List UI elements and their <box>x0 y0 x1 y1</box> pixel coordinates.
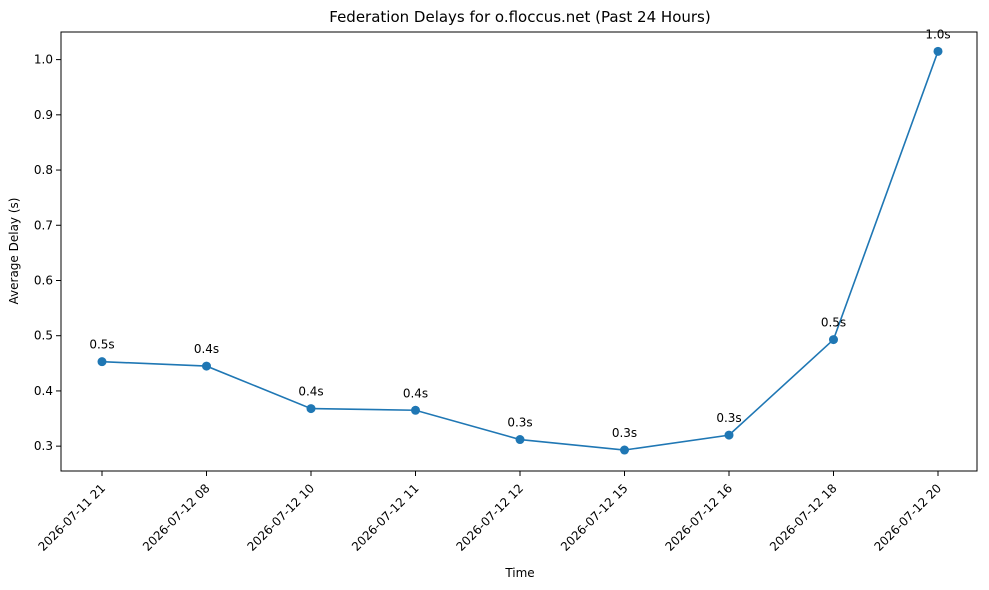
y-tick-label: 0.7 <box>34 218 53 232</box>
data-label: 0.3s <box>507 416 532 430</box>
data-label: 0.3s <box>716 411 741 425</box>
data-label: 0.5s <box>89 338 114 352</box>
y-tick-label: 0.3 <box>34 439 53 453</box>
y-tick-label: 0.4 <box>34 384 53 398</box>
y-tick-label: 0.5 <box>34 329 53 343</box>
x-tick-label: 2026-07-12 15 <box>558 481 631 554</box>
data-label: 0.4s <box>298 385 323 399</box>
x-tick-label: 2026-07-12 16 <box>662 481 735 554</box>
y-tick-label: 0.8 <box>34 163 53 177</box>
data-label: 1.0s <box>925 27 950 41</box>
x-tick-label: 2026-07-12 20 <box>871 481 944 554</box>
data-point <box>306 404 316 414</box>
point-labels: 0.5s 0.4s 0.4s 0.4s 0.3s 0.3s 0.3s 0.5s 1.0s <box>89 27 950 440</box>
y-tick-label: 0.6 <box>34 273 53 287</box>
data-label: 0.4s <box>194 342 219 356</box>
data-point <box>411 405 420 415</box>
x-axis: 2026-07-11 21 2026-07-12 08 2026-07-12 10 2… <box>35 471 944 554</box>
data-label: 0.4s <box>403 386 428 400</box>
data-point <box>202 361 211 371</box>
data-point <box>933 46 943 56</box>
y-axis: 0.3 0.4 0.5 0.6 0.7 0.8 0.9 1.0 <box>34 53 61 453</box>
chart-title: Federation Delays for o.floccus.net (Pas… <box>329 8 710 26</box>
data-label: 0.5s <box>821 316 846 330</box>
data-point <box>515 435 525 445</box>
x-axis-label: Time <box>504 566 534 580</box>
y-tick-label: 0.9 <box>34 108 53 122</box>
data-point <box>97 357 107 367</box>
x-tick-label: 2026-07-12 12 <box>453 481 526 554</box>
x-tick-label: 2026-07-12 11 <box>349 481 422 554</box>
data-point <box>724 430 734 440</box>
data-point <box>620 445 629 455</box>
data-points <box>97 46 943 455</box>
series-line <box>101 51 939 451</box>
x-tick-label: 2026-07-12 08 <box>140 481 213 554</box>
x-tick-label: 2026-07-12 18 <box>767 481 840 554</box>
y-axis-label: Average Delay (s) <box>7 198 21 305</box>
data-label: 0.3s <box>612 426 637 440</box>
x-tick-label: 2026-07-11 21 <box>35 481 108 554</box>
x-tick-label: 2026-07-12 10 <box>244 481 317 554</box>
y-tick-label: 1.0 <box>34 53 53 67</box>
plot-area-frame <box>60 31 978 472</box>
data-point <box>829 335 838 345</box>
